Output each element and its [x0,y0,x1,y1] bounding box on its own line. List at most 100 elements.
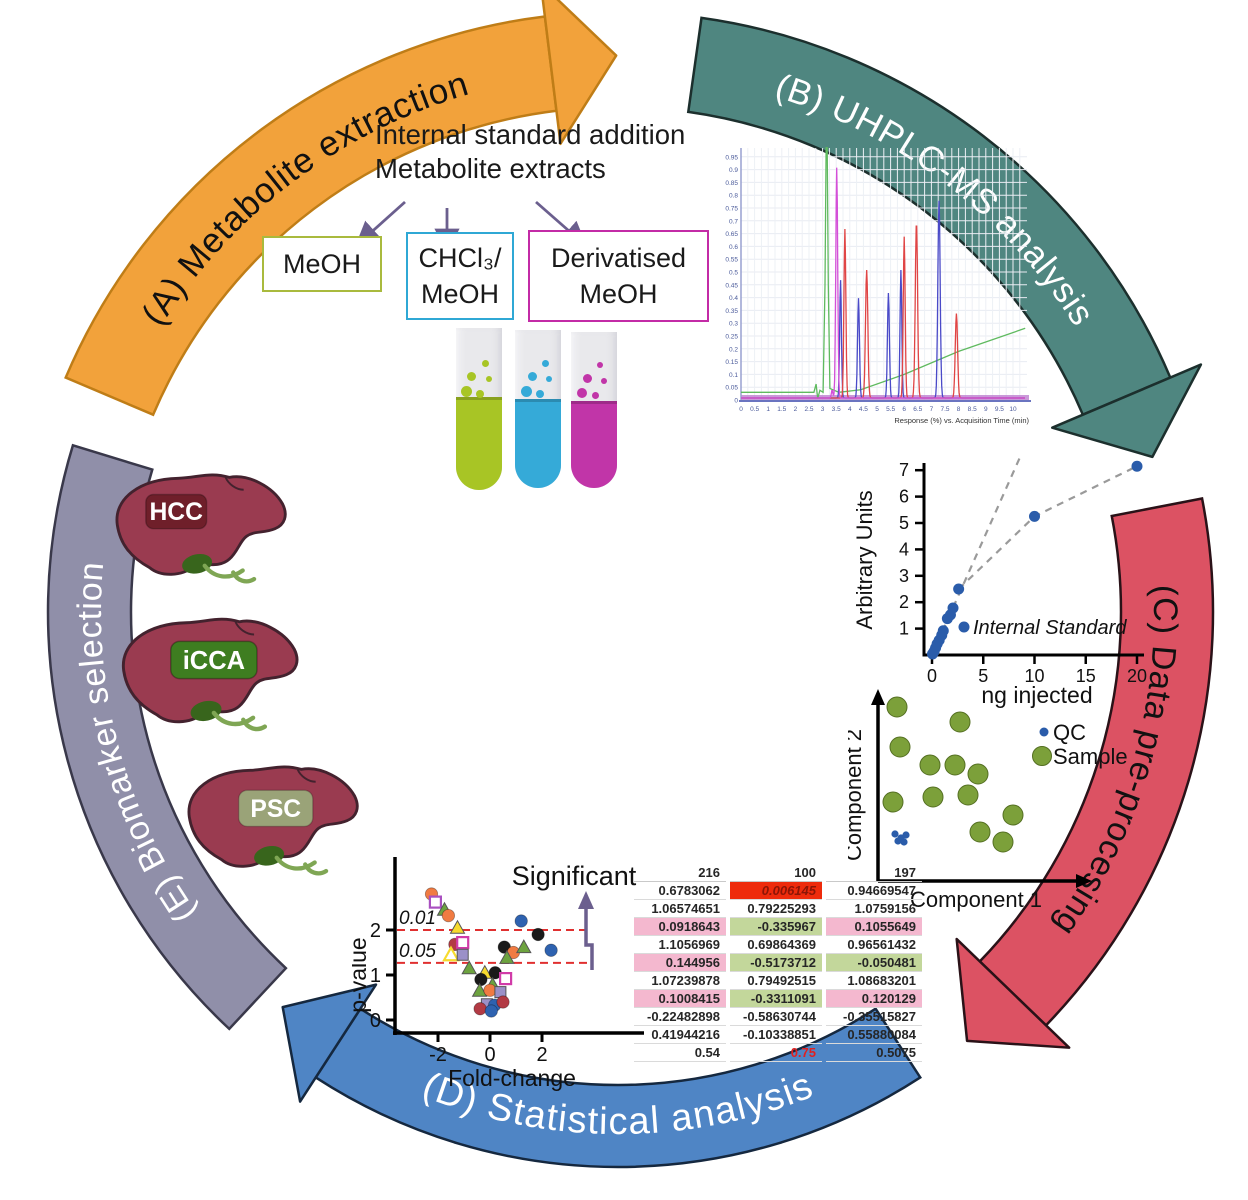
sample-point [949,711,971,733]
legend-qc-label: QC [1053,720,1086,745]
table-cell: 0.79225293 [730,900,822,918]
svg-text:6: 6 [899,487,909,507]
table-cell: 1.07239878 [634,972,726,990]
table-cell: 0.54 [634,1044,726,1062]
volcano-point [449,919,466,934]
table-cell: 1.1056969 [634,936,726,954]
svg-text:2: 2 [794,406,798,413]
qc-point [894,837,902,845]
table-cell: 0.96561432 [826,936,922,954]
calibration-point [953,583,965,595]
svg-text:1: 1 [370,965,381,987]
sample-point [992,831,1014,853]
significant-label: Significant [512,861,637,891]
calibration-point [937,625,949,637]
table-cell: 0.94669547 [826,882,922,900]
table-column-header: 100 [730,864,822,882]
svg-text:3: 3 [821,406,825,413]
svg-text:0.35: 0.35 [725,308,738,315]
svg-text:3.5: 3.5 [832,406,841,413]
volcano-point [496,995,510,1009]
svg-text:5: 5 [875,406,879,413]
calibration-plot: 1 2 3 4 5 6 7 0 5 10 15 20 Arbitrary Units ng injecte… [852,456,1147,708]
volcano-xlabel: Fold-change [448,1065,576,1091]
chromatogram-plot: 00.050.10.150.20.250.30.350.40.450.50.55… [725,147,1031,425]
svg-text:0.95: 0.95 [725,154,738,161]
threshold-label: 0.01 [399,908,436,929]
svg-text:0.5: 0.5 [750,406,759,413]
qc-point [902,831,910,839]
table-cell: 0.41944216 [634,1026,726,1044]
table-row: 1.06574651 0.79225293 1.0759156 [634,900,922,918]
liver-icca: iCCA [123,619,297,729]
svg-text:15: 15 [1076,666,1096,686]
volcano-point [456,948,469,961]
svg-text:4: 4 [848,406,852,413]
trace-red [741,225,1025,399]
livers-panel: HCC iCCA PSC [96,458,416,928]
tube-liquid [456,397,502,490]
table-cell: 0.5075 [826,1044,922,1062]
svg-text:0: 0 [484,1044,495,1066]
svg-text:0: 0 [370,1010,381,1032]
svg-text:0.4: 0.4 [729,295,738,302]
gradient-green [741,147,1026,399]
table-cell: 1.08683201 [826,972,922,990]
test-tube-magenta [571,332,617,488]
threshold-label: 0.05 [399,941,436,962]
table-cell: 0.1055649 [826,918,922,936]
table-cell: 0.69864369 [730,936,822,954]
sample-point [889,736,911,758]
volcano-point [484,1004,498,1018]
svg-text:0.6: 0.6 [729,244,738,251]
calibration-ylabel: Arbitrary Units [852,490,877,629]
qc-point [900,838,908,846]
svg-text:5.5: 5.5 [886,406,895,413]
table-cell: -0.10338851 [730,1026,822,1044]
heading-line-2: Metabolite extracts [375,153,606,184]
table-cell: -0.3311091 [730,990,822,1008]
svg-text:0.15: 0.15 [725,359,738,366]
psc-badge-label: PSC [250,796,301,823]
volcano-point [499,972,513,986]
legend-sample-dot [1032,746,1052,766]
sample-point [882,791,904,813]
svg-text:0.5: 0.5 [729,270,738,277]
table-row: 1.07239878 0.79492515 1.08683201 [634,972,922,990]
table-cell: 0.120129 [826,990,922,1008]
svg-text:10: 10 [1024,666,1044,686]
arc-a-arrowhead [541,0,618,146]
legend-sample-label: Sample [1053,744,1128,769]
svg-text:0.65: 0.65 [725,231,738,238]
pca-xlabel: Component 1 [910,887,1042,912]
svg-text:8: 8 [957,406,961,413]
volcano-point [461,960,478,975]
solvent-box-derivatised-label: Derivatised [550,243,687,273]
volcano-point [474,972,488,987]
table-cell: 0.79492515 [730,972,822,990]
svg-text:0: 0 [734,398,738,405]
svg-text:6: 6 [902,406,906,413]
legend-qc-dot [1039,727,1049,737]
svg-text:7: 7 [930,406,934,413]
solvent-box-meoh: MeOH [262,236,382,292]
table-row: 1.1056969 0.69864369 0.96561432 [634,936,922,954]
svg-text:0.85: 0.85 [725,180,738,187]
volcano-point [515,939,532,954]
volcano-point [428,895,443,909]
volcano-point [441,909,456,923]
solvent-box-chcl3-label2: MeOH [420,279,499,309]
table-cell: -0.58630744 [730,1008,822,1026]
heading-line-1: Internal standard addition [375,119,686,150]
liver-hcc: HCC [117,475,285,581]
table-row: 0.6783062 0.006145 0.94669547 [634,882,922,900]
test-tube-green [456,328,502,490]
table-row: 0.54 0.75 0.5075 [634,1044,922,1062]
solvent-box-meoh-label: MeOH [282,249,361,279]
solvent-box-chcl3-label: CHCl₃/ [418,243,502,273]
sample-point [919,754,941,776]
calibration-xlabel: ng injected [981,682,1092,708]
svg-text:0.55: 0.55 [725,257,738,264]
